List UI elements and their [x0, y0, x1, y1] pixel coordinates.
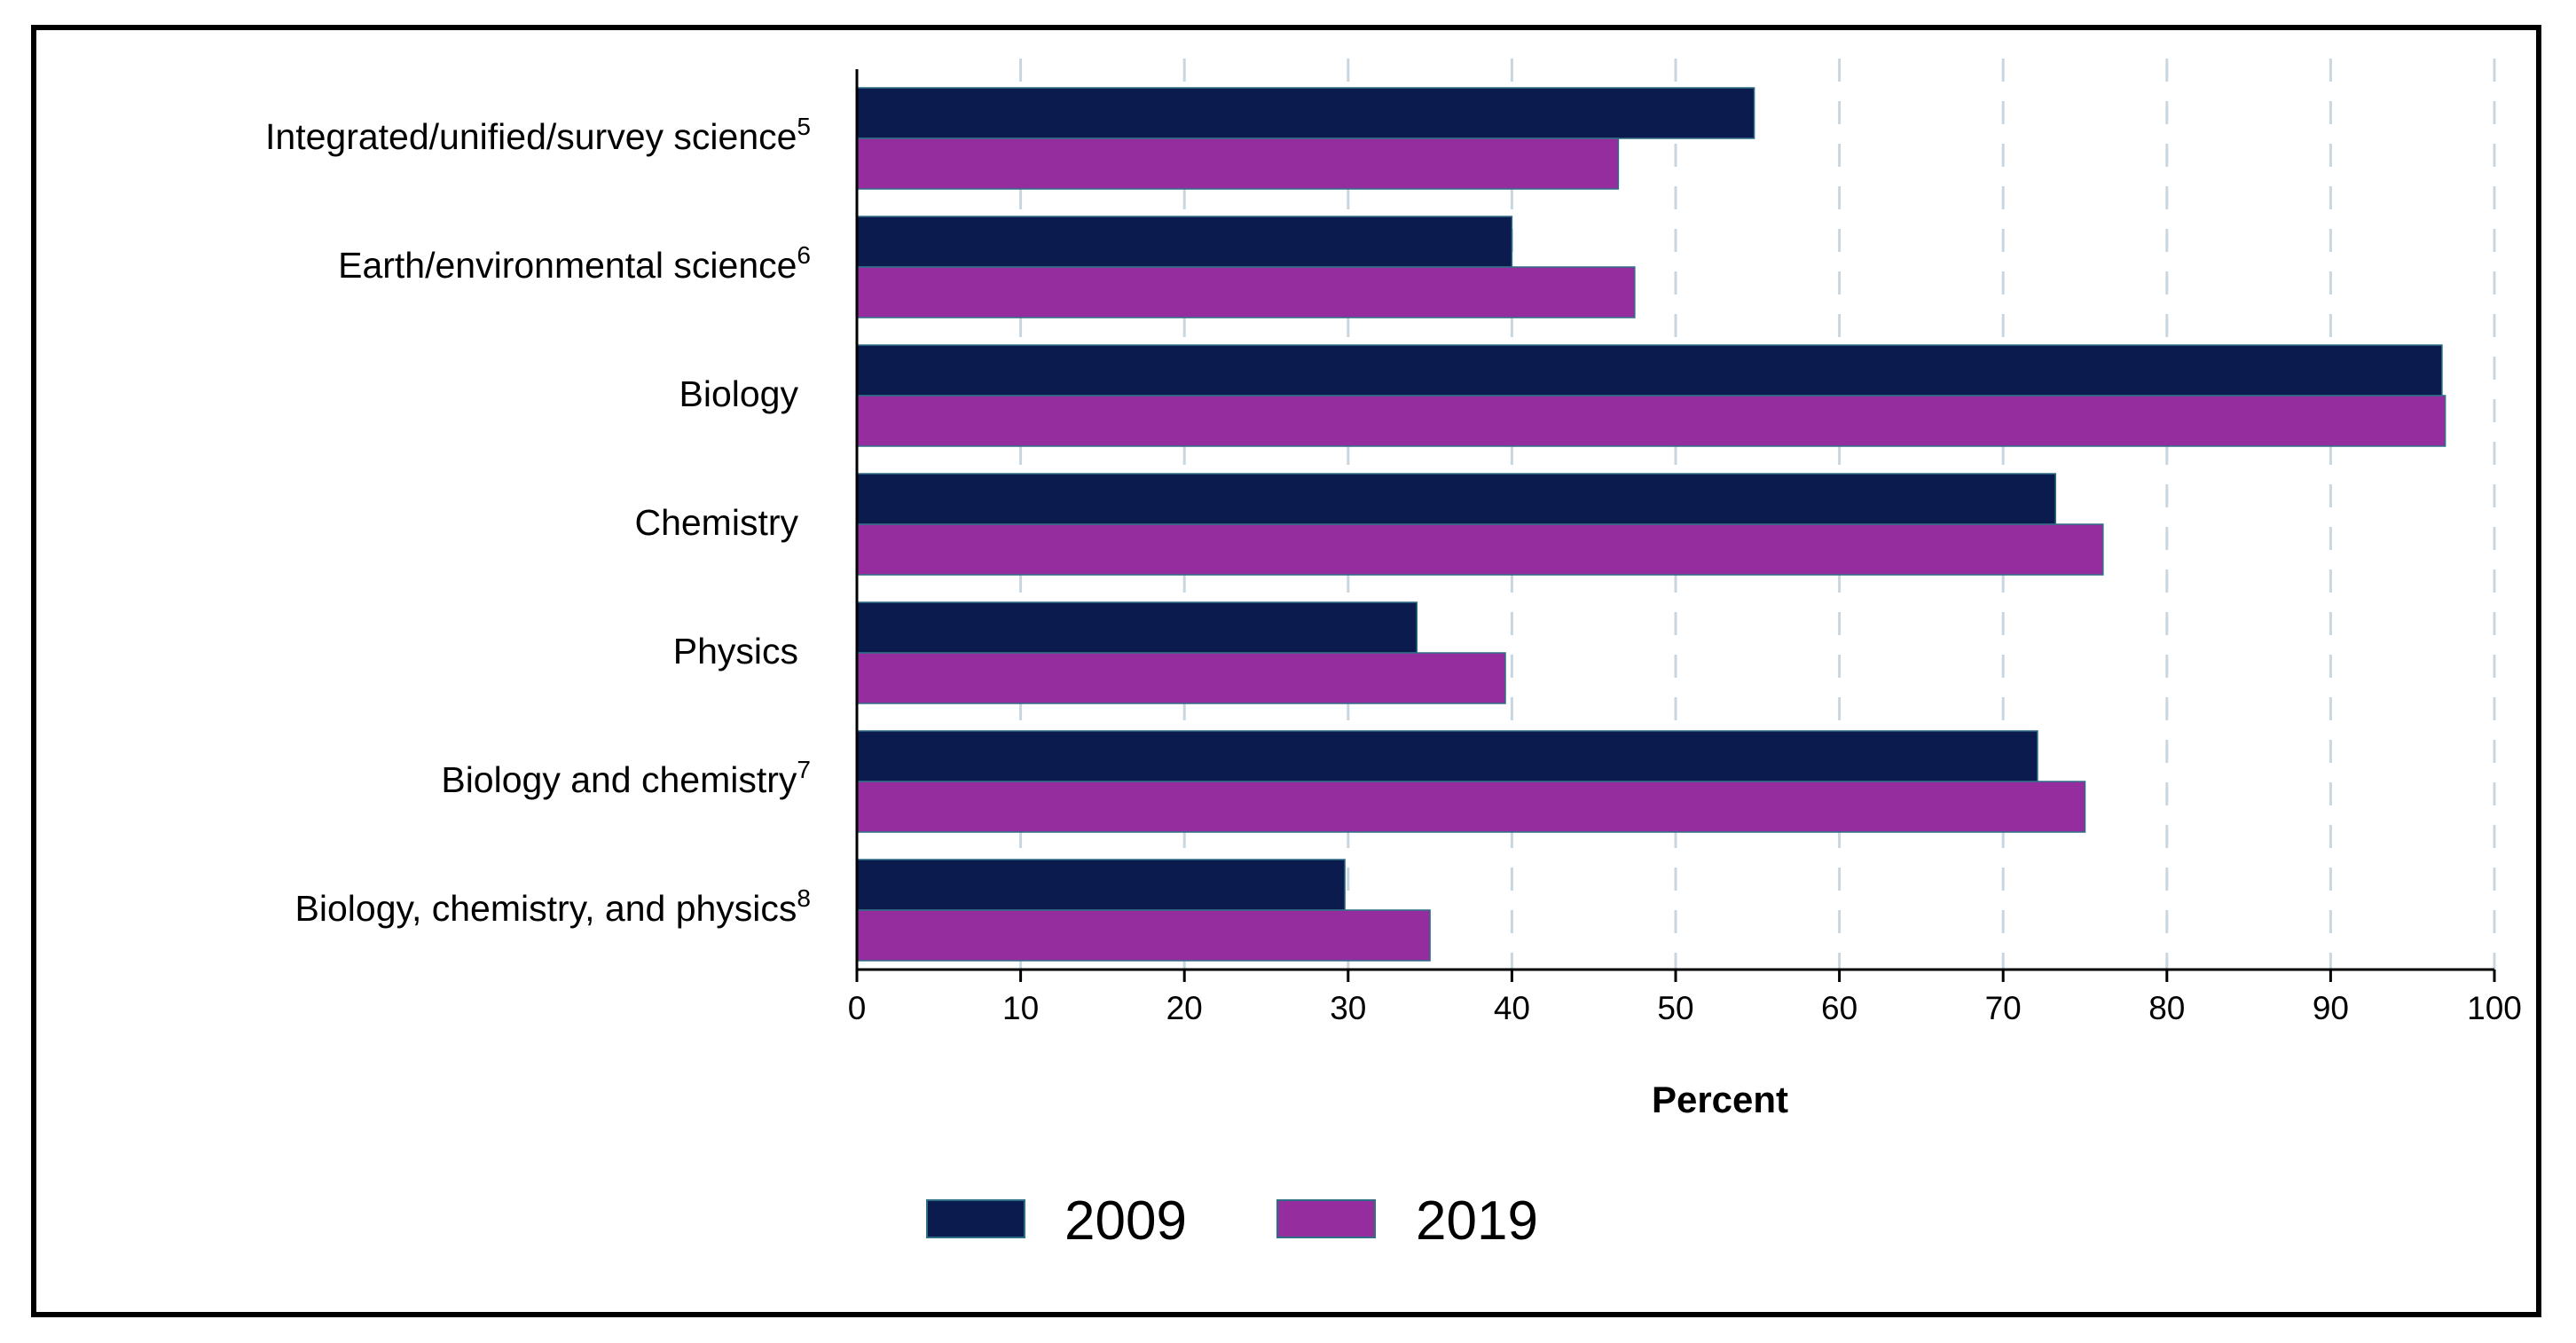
x-axis-title: Percent: [1652, 1079, 1788, 1120]
bar-2019: [856, 395, 2446, 447]
bar-2019: [856, 137, 1620, 190]
x-tick-label: 80: [2148, 990, 2185, 1026]
bar-2009: [856, 216, 1513, 268]
category-label: Chemistry: [634, 502, 811, 543]
bar-2009: [856, 473, 2057, 525]
x-tick-label: 90: [2313, 990, 2349, 1026]
category-label: Biology: [679, 373, 811, 414]
x-tick-label: 20: [1166, 990, 1203, 1026]
bar-2019: [856, 652, 1506, 704]
bars: [856, 87, 2446, 962]
category-label: Biology, chemistry, and physics8: [295, 884, 811, 929]
x-tick-label: 40: [1494, 990, 1530, 1026]
category-labels: Integrated/unified/survey science5 Earth/…: [265, 113, 811, 929]
legend: 2009 2019: [926, 1190, 1538, 1252]
legend-label-2009: 2009: [1064, 1190, 1187, 1252]
x-tick-label: 0: [848, 990, 867, 1026]
x-tick-label: 70: [1985, 990, 2022, 1026]
bar-2019: [856, 781, 2086, 833]
bar-2019: [856, 909, 1431, 962]
bar-2019: [856, 523, 2104, 576]
x-tick-label: 50: [1657, 990, 1693, 1026]
legend-label-2019: 2019: [1416, 1190, 1538, 1252]
bar-2009: [856, 601, 1418, 654]
category-label: Biology and chemistry7: [441, 756, 811, 800]
x-tick-label: 60: [1821, 990, 1857, 1026]
legend-swatch-2019: [1276, 1199, 1376, 1238]
category-label: Earth/environmental science6: [338, 241, 811, 286]
x-tick-label: 10: [1002, 990, 1039, 1026]
legend-swatch-2009: [926, 1199, 1025, 1238]
bar-2009: [856, 344, 2443, 397]
bar-2009: [856, 87, 1755, 139]
category-label: Physics: [673, 631, 811, 672]
bar-2019: [856, 266, 1636, 318]
x-tick-label: 30: [1330, 990, 1366, 1026]
x-tick-labels: 0 10 20 30 40 50 60 70 80 90 100: [848, 970, 2522, 1026]
bar-2009: [856, 859, 1346, 911]
bar-2009: [856, 730, 2038, 782]
category-label: Integrated/unified/survey science5: [265, 113, 811, 157]
x-tick-label: 100: [2467, 990, 2522, 1026]
